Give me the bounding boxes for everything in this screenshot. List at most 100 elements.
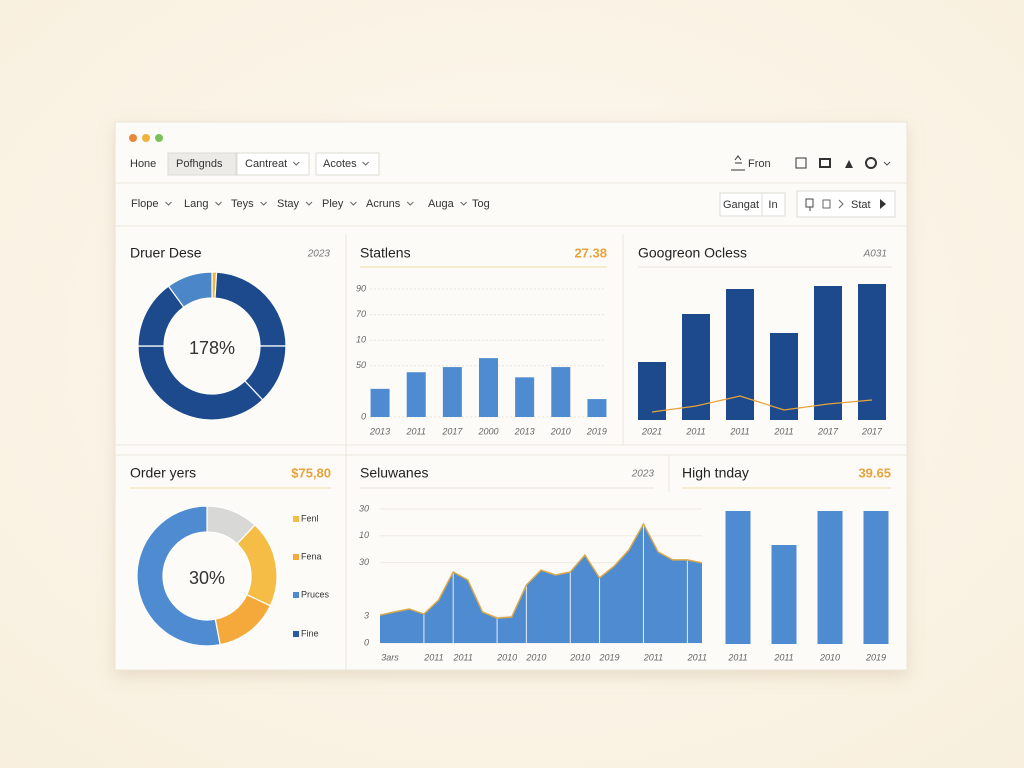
button[interactable]: In [768, 199, 777, 211]
panel-badge: 2023 [307, 249, 331, 260]
legend-label: Pruces [301, 589, 330, 599]
y-tick-label: 0 [361, 411, 366, 421]
chevron [305, 201, 313, 206]
area-line [379, 522, 703, 619]
center-label: 30% [189, 568, 225, 588]
panel-title: Order yers [130, 465, 196, 481]
play-icon[interactable] [880, 199, 886, 209]
bar [814, 286, 842, 420]
bar [370, 388, 390, 417]
y-tick-label: 10 [359, 530, 369, 540]
bar [682, 314, 710, 420]
x-tick-label: 2011 [643, 652, 663, 662]
panel-badge: A031 [863, 249, 887, 260]
icon[interactable] [865, 157, 877, 169]
bar [771, 545, 797, 644]
bar [442, 367, 462, 417]
legend-swatch [293, 631, 299, 637]
legend-label: Fine [301, 628, 319, 638]
icon[interactable] [795, 157, 807, 169]
x-tick-label: 2019 [599, 652, 620, 662]
y-tick-label: 50 [356, 360, 366, 370]
x-tick-label: 2010 [819, 652, 840, 662]
filter[interactable]: Flope [131, 198, 159, 210]
filter[interactable]: Acruns [366, 198, 401, 210]
chevron [292, 161, 300, 166]
nav-item[interactable]: Cantreat [245, 158, 287, 170]
area [380, 524, 702, 643]
x-tick-label: 2019 [865, 652, 886, 662]
y-tick-label: 0 [364, 637, 369, 647]
trend-line [651, 395, 873, 413]
dropdown[interactable] [236, 152, 310, 176]
filter[interactable]: Teys [231, 198, 254, 210]
dropdown[interactable] [315, 152, 380, 176]
chevron [460, 201, 468, 206]
bar [726, 289, 754, 420]
x-tick-label: 2017 [441, 426, 463, 436]
search-text[interactable]: Stat [851, 199, 871, 211]
button-group[interactable] [719, 192, 786, 217]
legend-label: Fena [301, 551, 322, 561]
bar [406, 372, 426, 417]
tab-selected[interactable] [167, 152, 237, 176]
x-tick-label: 2011 [406, 426, 426, 436]
icon[interactable] [819, 158, 831, 168]
y-tick-label: 90 [356, 283, 366, 293]
panels [115, 234, 907, 670]
x-tick-label: 2011 [687, 652, 707, 662]
icon [822, 199, 831, 209]
x-tick-label: 2010 [550, 426, 571, 436]
icon[interactable] [845, 160, 853, 168]
x-tick-label: 2017 [817, 426, 839, 436]
donut-slice [136, 505, 221, 647]
icon [838, 199, 844, 209]
nav-item[interactable]: Hone [130, 158, 156, 170]
bar [551, 367, 571, 417]
panel-badge: $75,80 [291, 465, 331, 480]
dot [129, 134, 137, 142]
y-tick-label: 70 [356, 309, 366, 319]
y-tick-label: 3 [364, 611, 369, 621]
bar [863, 511, 889, 644]
filter[interactable]: Lang [184, 198, 208, 210]
filter[interactable]: Auga [428, 198, 455, 210]
icon [805, 198, 814, 211]
chevron [362, 161, 369, 166]
chevron [883, 161, 891, 166]
dot [142, 134, 150, 142]
x-tick-label: 2010 [496, 652, 517, 662]
panel-title: Statlens [360, 245, 411, 261]
panel-title: Seluwanes [360, 465, 429, 481]
y-tick-label: 30 [359, 503, 369, 513]
bar [817, 511, 843, 644]
legend-swatch [293, 554, 299, 560]
nav-right[interactable]: Fron [748, 158, 771, 170]
chevron [406, 201, 414, 206]
bar [858, 284, 886, 420]
filter[interactable]: Pley [322, 198, 344, 210]
filter[interactable]: Tog [472, 198, 490, 210]
y-tick-label: 10 [356, 335, 366, 345]
x-tick-label: 2011 [727, 652, 747, 662]
nav-item[interactable]: Pofhgnds [176, 158, 223, 170]
x-tick-label: 2011 [685, 426, 705, 436]
x-tick-label: 2011 [773, 652, 793, 662]
panel-badge: 27.38 [574, 245, 607, 260]
legend-label: Fenl [301, 513, 319, 523]
bar [587, 399, 607, 417]
legend-swatch [293, 516, 299, 522]
donut-slice [167, 271, 213, 309]
filter[interactable]: Stay [277, 198, 300, 210]
icon [731, 155, 745, 171]
panel-title: High tnday [682, 465, 749, 481]
x-tick-label: 2011 [729, 426, 749, 436]
x-tick-label: 2013 [369, 426, 390, 436]
button[interactable]: Gangat [723, 199, 759, 211]
x-tick-label: 2013 [514, 426, 535, 436]
bar [770, 333, 798, 420]
x-tick-label: 2021 [641, 426, 662, 436]
nav-item[interactable]: Acotes [323, 158, 357, 170]
